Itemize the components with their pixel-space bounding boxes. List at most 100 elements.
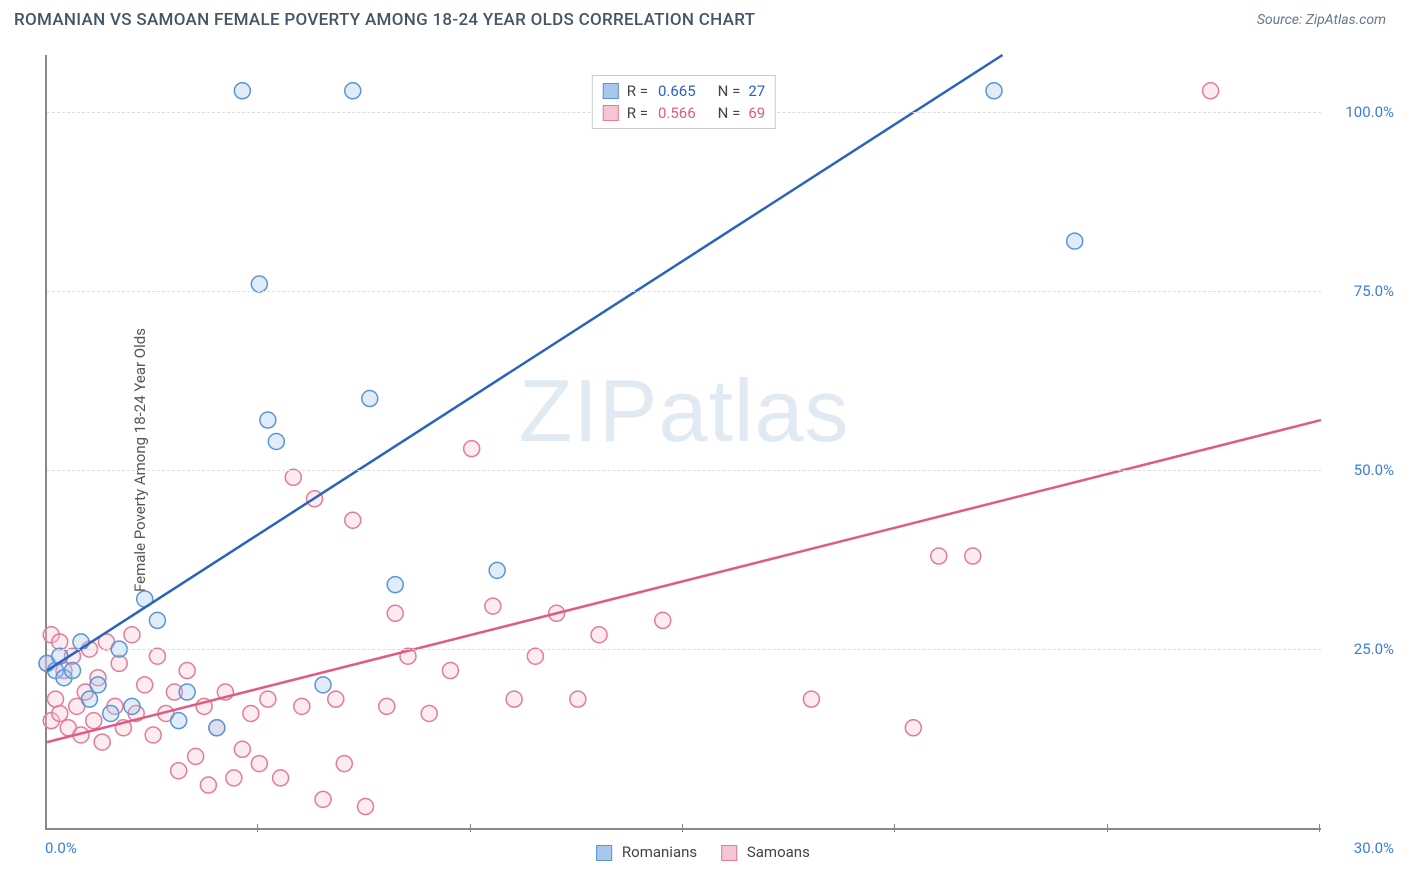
data-point: [362, 391, 378, 407]
data-point: [345, 83, 361, 99]
data-point: [387, 577, 403, 593]
x-tick: [1319, 824, 1320, 832]
data-point: [94, 734, 110, 750]
x-axis-end-label: 30.0%: [1354, 839, 1394, 857]
data-point: [47, 691, 63, 707]
legend-item-romanians: Romanians: [596, 843, 697, 861]
legend-series: Romanians Samoans: [596, 843, 810, 861]
header: ROMANIAN VS SAMOAN FEMALE POVERTY AMONG …: [0, 0, 1406, 35]
data-point: [149, 612, 165, 628]
data-point: [145, 727, 161, 743]
data-point: [86, 713, 102, 729]
data-point: [1203, 83, 1219, 99]
data-point: [124, 627, 140, 643]
data-point: [379, 698, 395, 714]
data-point: [64, 663, 80, 679]
data-point: [803, 691, 819, 707]
x-tick: [470, 824, 471, 832]
scatter-plot-svg: [47, 55, 1321, 828]
legend-label: Samoans: [747, 843, 810, 861]
n-value: 27: [748, 82, 765, 100]
y-tick-label: 75.0%: [1354, 282, 1394, 300]
legend-label: Romanians: [622, 843, 697, 861]
data-point: [965, 548, 981, 564]
data-point: [315, 677, 331, 693]
x-axis-start-label: 0.0%: [45, 839, 77, 857]
y-tick-label: 100.0%: [1345, 103, 1394, 121]
data-point: [1067, 233, 1083, 249]
data-point: [489, 562, 505, 578]
legend-row-romanians: R = 0.665 N = 27: [603, 80, 765, 102]
n-label: N =: [718, 82, 741, 100]
data-point: [294, 698, 310, 714]
data-point: [345, 512, 361, 528]
chart-title: ROMANIAN VS SAMOAN FEMALE POVERTY AMONG …: [14, 10, 755, 30]
data-point: [570, 691, 586, 707]
source-attribution: Source: ZipAtlas.com: [1257, 12, 1386, 28]
x-tick: [682, 824, 683, 832]
y-tick-label: 50.0%: [1354, 461, 1394, 479]
data-point: [234, 741, 250, 757]
data-point: [200, 777, 216, 793]
data-point: [52, 705, 68, 721]
data-point: [485, 598, 501, 614]
data-point: [149, 648, 165, 664]
data-point: [188, 748, 204, 764]
data-point: [260, 691, 276, 707]
data-point: [137, 677, 153, 693]
r-label: R =: [627, 82, 648, 100]
data-point: [905, 720, 921, 736]
data-point: [506, 691, 522, 707]
data-point: [179, 684, 195, 700]
data-point: [315, 791, 331, 807]
legend-stats: R = 0.665 N = 27 R = 0.566 N = 69: [592, 75, 776, 129]
data-point: [464, 441, 480, 457]
x-tick: [1107, 824, 1108, 832]
data-point: [358, 799, 374, 815]
data-point: [251, 756, 267, 772]
data-point: [336, 756, 352, 772]
data-point: [273, 770, 289, 786]
x-tick: [257, 824, 258, 832]
data-point: [81, 691, 97, 707]
data-point: [90, 677, 106, 693]
r-value: 0.665: [658, 82, 696, 100]
chart-container: Female Poverty Among 18-24 Year Olds ZIP…: [0, 35, 1406, 885]
r-label: R =: [627, 104, 648, 122]
data-point: [260, 412, 276, 428]
legend-swatch-blue: [603, 83, 619, 99]
data-point: [931, 548, 947, 564]
y-tick-label: 25.0%: [1354, 640, 1394, 658]
data-point: [268, 434, 284, 450]
data-point: [328, 691, 344, 707]
data-point: [421, 705, 437, 721]
data-point: [387, 605, 403, 621]
data-point: [527, 648, 543, 664]
regression-line: [47, 55, 1003, 671]
data-point: [124, 698, 140, 714]
data-point: [442, 663, 458, 679]
legend-item-samoans: Samoans: [721, 843, 810, 861]
r-value: 0.566: [658, 104, 696, 122]
plot-area: ZIPatlas R = 0.665 N = 27 R = 0.566 N = …: [45, 55, 1321, 830]
n-label: N =: [718, 104, 741, 122]
data-point: [251, 276, 267, 292]
data-point: [226, 770, 242, 786]
legend-row-samoans: R = 0.566 N = 69: [603, 102, 765, 124]
data-point: [171, 713, 187, 729]
data-point: [103, 705, 119, 721]
data-point: [285, 469, 301, 485]
data-point: [179, 663, 195, 679]
data-point: [209, 720, 225, 736]
legend-swatch-blue: [596, 845, 612, 861]
x-tick: [894, 824, 895, 832]
n-value: 69: [748, 104, 765, 122]
legend-swatch-pink: [603, 105, 619, 121]
data-point: [986, 83, 1002, 99]
regression-line: [47, 420, 1321, 742]
data-point: [171, 763, 187, 779]
data-point: [234, 83, 250, 99]
data-point: [655, 612, 671, 628]
data-point: [591, 627, 607, 643]
legend-swatch-pink: [721, 845, 737, 861]
